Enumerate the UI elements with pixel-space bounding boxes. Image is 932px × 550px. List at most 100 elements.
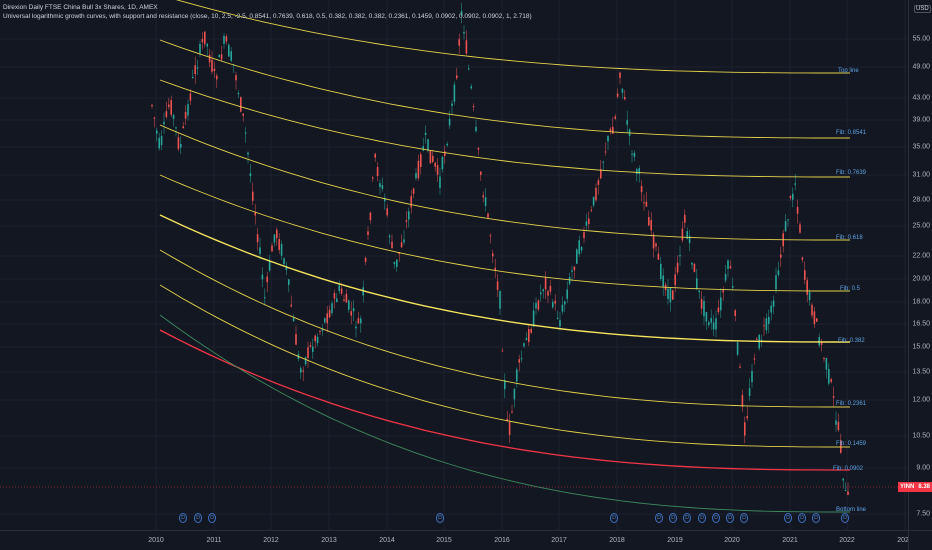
dividend-icon[interactable]: D: [436, 513, 444, 523]
dividend-icon[interactable]: D: [712, 513, 720, 523]
dividend-icon[interactable]: D: [726, 513, 734, 523]
dividend-icon[interactable]: D: [784, 513, 792, 523]
chart-area[interactable]: Top line Fib: 0.8541 Fib: 0.7639 Fib: 0.618…: [0, 0, 908, 530]
candle-body: [204, 31, 206, 44]
candle-body: [446, 143, 448, 146]
candle-body: [249, 173, 252, 177]
time-axis[interactable]: 2010 2011 2012 2013 2014 2015 2016 2017 …: [0, 530, 913, 550]
candle-body: [374, 153, 376, 158]
candle-body: [638, 168, 640, 175]
candle-body: [710, 318, 712, 323]
price-tick: 55.00: [912, 35, 930, 43]
candle-body: [225, 36, 228, 42]
candle-body: [288, 279, 290, 285]
growth-curves: [159, 0, 850, 513]
dividend-icon[interactable]: D: [610, 513, 618, 523]
candle-body: [609, 128, 612, 132]
price-chart[interactable]: Top line Fib: 0.8541 Fib: 0.7639 Fib: 0.618…: [0, 0, 908, 530]
candle-body: [381, 185, 384, 189]
candle-body: [506, 418, 508, 421]
candle-body: [345, 293, 348, 303]
candle-body: [240, 97, 242, 112]
candle-body: [208, 54, 211, 63]
candle-body: [192, 76, 194, 78]
time-tick: 2015: [436, 537, 452, 544]
candle-body: [348, 300, 350, 310]
candle-body: [578, 240, 580, 255]
candle-body: [780, 254, 782, 258]
candle-body: [789, 196, 792, 198]
candle-body: [321, 329, 324, 332]
candle-body: [806, 280, 808, 295]
candle-body: [326, 313, 328, 324]
dividend-icon[interactable]: D: [683, 513, 691, 523]
dividend-icon[interactable]: D: [655, 513, 663, 523]
candle-body: [748, 388, 751, 396]
currency-badge[interactable]: USD: [914, 5, 931, 13]
candle-body: [266, 276, 268, 283]
candle-body: [501, 350, 504, 352]
growth-curve: [159, 124, 850, 241]
candle-body: [741, 394, 744, 407]
time-tick: 2013: [321, 537, 337, 544]
dividend-icon[interactable]: D: [740, 513, 748, 523]
dividend-icon[interactable]: D: [812, 513, 820, 523]
candle-body: [158, 137, 160, 149]
candle-body: [705, 312, 708, 322]
candle-body: [379, 183, 381, 188]
dividend-icon[interactable]: D: [798, 513, 806, 523]
candle-body: [163, 121, 165, 125]
candle-body: [427, 139, 429, 151]
candle-body: [828, 369, 830, 384]
candle-body: [607, 136, 609, 142]
time-tick: 2022: [839, 537, 855, 544]
price-tick: 9.00: [916, 464, 930, 472]
candle-body: [278, 239, 280, 250]
candle-body: [316, 336, 319, 344]
candle-body: [648, 217, 650, 226]
candle-body: [816, 318, 818, 322]
candle-body: [763, 325, 765, 327]
candle-body: [813, 311, 816, 325]
time-tick: 2016: [494, 537, 510, 544]
candle-body: [676, 262, 679, 273]
candle-body: [516, 369, 518, 382]
candle-body: [451, 103, 453, 106]
candle-body: [408, 211, 410, 220]
candle-body: [444, 151, 446, 156]
candle-body: [787, 219, 789, 221]
candle-body: [213, 68, 216, 72]
dividend-icon[interactable]: D: [669, 513, 677, 523]
price-axis[interactable]: 55.00 49.00 43.00 39.00 35.00 31.00 28.0…: [908, 0, 932, 530]
candle-body: [216, 75, 218, 80]
candle-body: [571, 270, 573, 272]
curve-label: Bottom line: [836, 507, 867, 513]
candle-body: [403, 239, 405, 243]
candle-body: [187, 104, 189, 116]
candle-body: [799, 224, 801, 233]
candle-body: [568, 277, 571, 284]
candle-body: [324, 318, 326, 323]
candle-body: [672, 290, 674, 300]
dividend-icon[interactable]: D: [698, 513, 706, 523]
candle-body: [544, 277, 547, 290]
last-price: 8.38: [918, 484, 930, 490]
candle-body: [180, 143, 182, 148]
candle-body: [312, 346, 314, 352]
candle-body: [518, 359, 520, 363]
candle-body: [715, 318, 717, 330]
candle-body: [463, 31, 465, 34]
candle-body: [170, 100, 172, 115]
candle-body: [698, 290, 700, 293]
legend-indicator[interactable]: Universal logarithmic growth curves, wit…: [3, 13, 532, 20]
candle-body: [513, 389, 516, 400]
candle-body: [585, 221, 588, 226]
dividend-icon[interactable]: D: [194, 513, 202, 523]
dividend-icon[interactable]: D: [208, 513, 216, 523]
dividend-icon[interactable]: D: [841, 513, 849, 523]
dividend-icon[interactable]: D: [179, 513, 187, 523]
candle-body: [655, 243, 657, 247]
time-tick: 2010: [148, 537, 164, 544]
candle-body: [477, 147, 480, 150]
candle-body: [352, 308, 355, 312]
